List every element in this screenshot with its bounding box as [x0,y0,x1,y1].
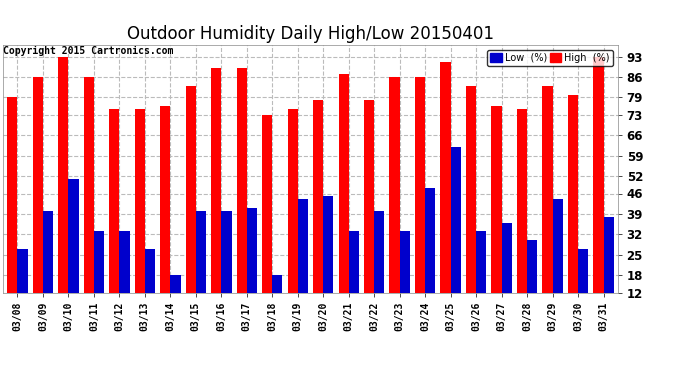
Bar [262,115,273,327]
Bar [313,100,323,327]
Bar [288,109,298,327]
Bar [8,98,17,327]
Bar [527,240,538,327]
Bar [273,275,282,327]
Title: Outdoor Humidity Daily High/Low 20150401: Outdoor Humidity Daily High/Low 20150401 [127,26,494,44]
Bar [593,57,604,327]
Bar [553,200,563,327]
Legend: Low  (%), High  (%): Low (%), High (%) [487,50,613,66]
Bar [119,231,130,327]
Bar [415,77,425,327]
Bar [160,106,170,327]
Bar [466,86,476,327]
Bar [43,211,53,327]
Bar [68,179,79,327]
Bar [517,109,527,327]
Bar [425,188,435,327]
Bar [451,147,461,327]
Bar [604,217,613,327]
Bar [170,275,181,327]
Bar [374,211,384,327]
Bar [440,63,451,327]
Bar [109,109,119,327]
Text: Copyright 2015 Cartronics.com: Copyright 2015 Cartronics.com [3,46,174,56]
Bar [135,109,145,327]
Bar [221,211,232,327]
Bar [339,74,348,327]
Bar [211,68,221,327]
Bar [186,86,196,327]
Bar [348,231,359,327]
Bar [364,100,374,327]
Bar [400,231,410,327]
Bar [491,106,502,327]
Bar [323,196,333,327]
Bar [83,77,94,327]
Bar [237,68,247,327]
Bar [32,77,43,327]
Bar [542,86,553,327]
Bar [389,77,400,327]
Bar [58,57,68,327]
Bar [298,200,308,327]
Bar [568,94,578,327]
Bar [17,249,28,327]
Bar [502,223,512,327]
Bar [94,231,104,327]
Bar [578,249,589,327]
Bar [247,208,257,327]
Bar [196,211,206,327]
Bar [476,231,486,327]
Bar [145,249,155,327]
